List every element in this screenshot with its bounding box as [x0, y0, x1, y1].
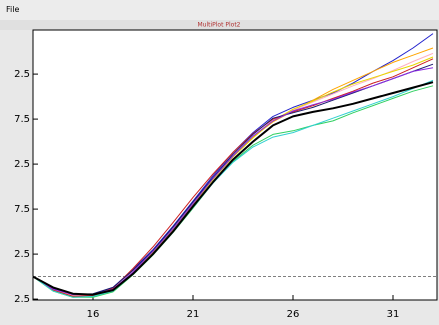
- series-line: [32, 81, 434, 296]
- series-line: [32, 85, 434, 298]
- y-tick-label: 2.5: [14, 294, 30, 305]
- title-strip: [0, 20, 439, 30]
- y-tick-label: 2.5: [14, 249, 30, 260]
- y-tick-label: 2.5: [14, 159, 30, 170]
- menu-bar: File: [0, 0, 439, 21]
- x-tick-label: 21: [187, 309, 200, 320]
- menu-item[interactable]: File: [6, 5, 20, 14]
- chart: MultiPlot Plot2 2.5 2.5 7.5 2.5 7.5 2.5 16 21 26…: [0, 20, 439, 320]
- y-tick-label: 7.5: [14, 204, 30, 215]
- x-tick-label: 16: [87, 309, 100, 320]
- x-tick-label: 26: [287, 309, 300, 320]
- x-tick-label: 31: [387, 309, 400, 320]
- series-line: [32, 79, 434, 298]
- plot-area: [32, 29, 438, 301]
- chart-title: MultiPlot Plot2: [197, 22, 240, 29]
- y-tick-label: 2.5: [14, 69, 30, 80]
- y-tick-label: 7.5: [14, 114, 30, 125]
